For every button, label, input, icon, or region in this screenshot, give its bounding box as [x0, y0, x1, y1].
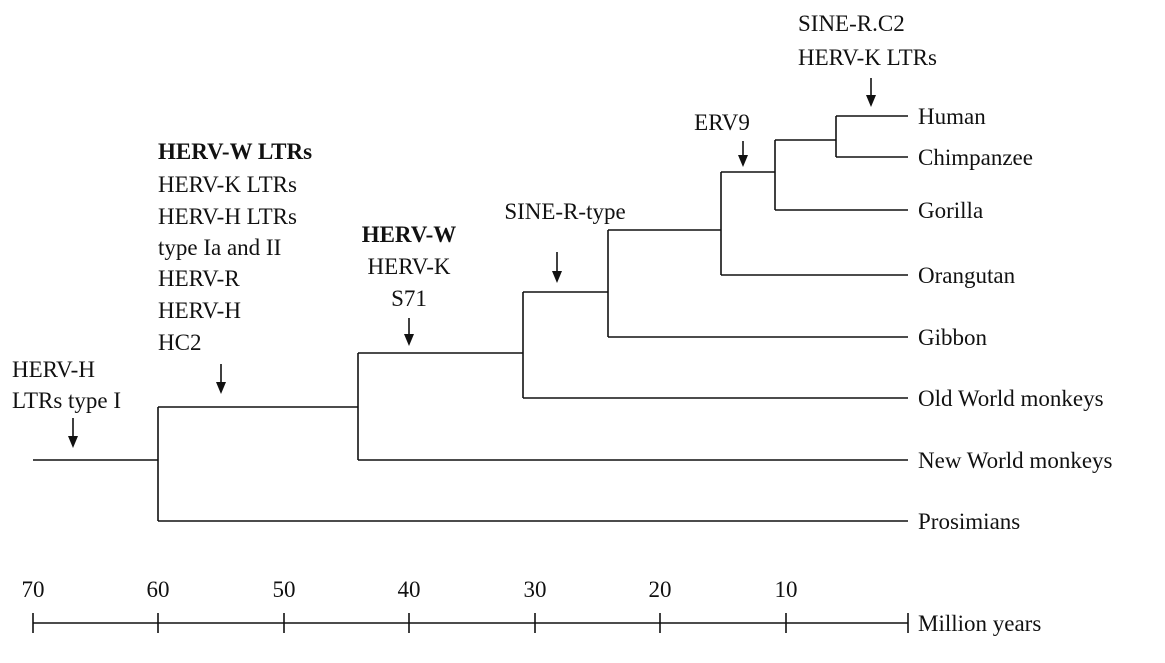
down-arrow-icon [866, 95, 876, 107]
event-african-apes: ERV9 [694, 110, 750, 167]
taxon-label-gibbon: Gibbon [918, 325, 988, 350]
taxon-label-chimpanzee: Chimpanzee [918, 145, 1033, 170]
event-hominoidea: SINE-R-type [504, 199, 626, 283]
time-tick-label: 40 [398, 577, 421, 602]
down-arrow-icon [68, 436, 78, 448]
event-haplorhini-line: HC2 [158, 330, 201, 355]
time-tick-label: 20 [649, 577, 672, 602]
event-haplorhini-line: HERV-H [158, 298, 241, 323]
taxon-label-prosimians: Prosimians [918, 509, 1020, 534]
time-tick-label: 50 [273, 577, 296, 602]
event-human-chimp-line: HERV-K LTRs [798, 45, 937, 70]
event-root: HERV-H LTRs type I [12, 357, 121, 448]
taxon-label-orangutan: Orangutan [918, 263, 1016, 288]
event-catarrhini-line: HERV-K [368, 254, 451, 279]
event-haplorhini-line: HERV-R [158, 266, 240, 291]
event-african-apes-line: ERV9 [694, 110, 750, 135]
event-catarrhini-line: S71 [391, 286, 427, 311]
taxon-label-old-world-monkeys: Old World monkeys [918, 386, 1104, 411]
event-catarrhini: HERV-W HERV-K S71 [362, 222, 457, 346]
taxon-labels: Human Chimpanzee Gorilla Orangutan Gibbo… [918, 104, 1113, 534]
event-root-line: LTRs type I [12, 388, 121, 413]
event-haplorhini-line: type Ia and II [158, 235, 281, 260]
taxon-label-new-world-monkeys: New World monkeys [918, 448, 1113, 473]
down-arrow-icon [216, 382, 226, 394]
time-tick-label: 30 [524, 577, 547, 602]
time-axis-unit-label: Million years [918, 611, 1041, 636]
tree-branches [33, 115, 908, 522]
time-tick-label: 70 [22, 577, 45, 602]
event-human-chimp: SINE-R.C2 HERV-K LTRs [798, 11, 937, 107]
event-haplorhini: HERV-W LTRs HERV-K LTRs HERV-H LTRs type… [158, 139, 312, 394]
event-root-line: HERV-H [12, 357, 95, 382]
event-human-chimp-line: SINE-R.C2 [798, 11, 905, 36]
time-tick-label: 60 [147, 577, 170, 602]
down-arrow-icon [404, 334, 414, 346]
down-arrow-icon [738, 155, 748, 167]
event-hominoidea-line: SINE-R-type [504, 199, 625, 224]
event-haplorhini-line: HERV-W LTRs [158, 139, 312, 164]
event-haplorhini-line: HERV-H LTRs [158, 204, 297, 229]
event-catarrhini-line: HERV-W [362, 222, 457, 247]
time-tick-label: 10 [775, 577, 798, 602]
down-arrow-icon [552, 271, 562, 283]
event-haplorhini-line: HERV-K LTRs [158, 172, 297, 197]
time-scale-axis: 70 60 50 40 30 20 10 Million years [22, 577, 1042, 636]
taxon-label-human: Human [918, 104, 986, 129]
taxon-label-gorilla: Gorilla [918, 198, 983, 223]
